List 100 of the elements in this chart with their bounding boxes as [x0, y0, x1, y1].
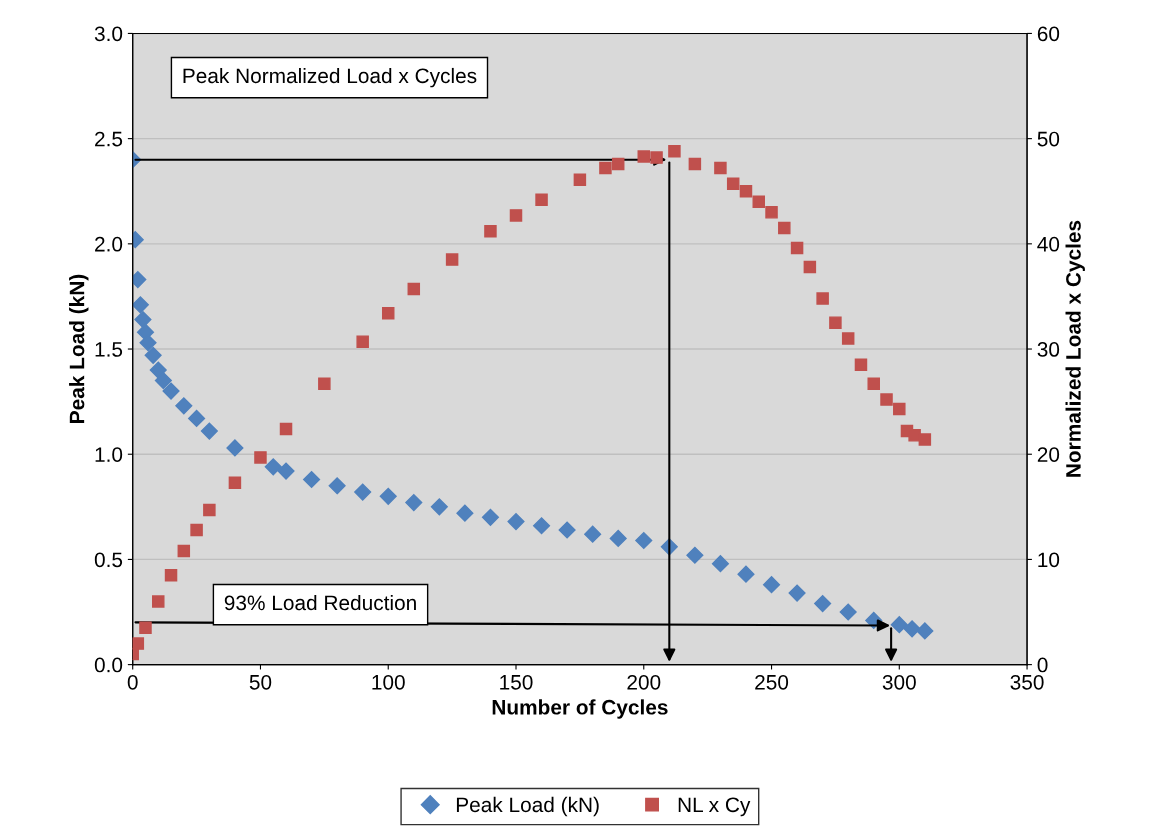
point: [407, 282, 421, 296]
y2-axis-title: Normalized Load x Cycles: [1065, 220, 1085, 477]
point: [507, 513, 525, 531]
point: [737, 565, 755, 583]
point: [481, 508, 500, 526]
y-axis-title: Peak Load (kN): [69, 274, 89, 423]
point: [916, 622, 934, 640]
point: [814, 595, 832, 613]
point: [456, 504, 474, 522]
point: [609, 529, 627, 547]
y-tick-label: 0.5: [94, 552, 123, 568]
point: [430, 498, 448, 516]
point: [162, 382, 180, 400]
point: [139, 621, 152, 635]
point: [778, 221, 791, 235]
point: [134, 311, 152, 329]
point: [203, 503, 216, 517]
point: [893, 402, 906, 416]
point: [164, 568, 178, 582]
point: [264, 458, 282, 476]
point: [228, 476, 242, 489]
y2-tick-label: 40: [1037, 236, 1060, 252]
point: [839, 603, 857, 621]
point: [190, 523, 203, 537]
x-tick-label: 300: [882, 674, 916, 690]
point: [152, 595, 165, 608]
point: [584, 525, 602, 543]
point: [908, 429, 921, 442]
point: [880, 393, 893, 406]
y2-tick-label: 10: [1038, 552, 1060, 568]
point: [356, 335, 369, 348]
point: [635, 531, 653, 550]
point: [637, 150, 651, 163]
y2-tick-label: 50: [1037, 131, 1060, 147]
point: [144, 346, 162, 364]
point: [254, 451, 267, 464]
y2-tick-label: 30: [1037, 342, 1060, 357]
point: [139, 334, 157, 352]
point: [200, 422, 218, 440]
point: [829, 316, 842, 329]
point: [867, 377, 880, 390]
point: [405, 494, 423, 512]
point: [132, 637, 145, 650]
point: [803, 260, 817, 274]
annotation: 93% Load Reduction: [224, 594, 416, 611]
point: [558, 521, 576, 539]
point: [279, 422, 293, 436]
point: [739, 184, 753, 198]
point: [714, 161, 727, 175]
point: [841, 332, 855, 345]
point: [132, 296, 149, 314]
point: [903, 620, 921, 638]
y2-tick-label: 20: [1037, 447, 1060, 462]
x-tick-label: 200: [627, 674, 661, 690]
y-tick-label: 1.0: [95, 447, 123, 462]
point: [509, 209, 523, 222]
point: [726, 177, 740, 191]
x-tick-label: 100: [372, 674, 405, 690]
point: [226, 439, 244, 457]
point: [188, 409, 206, 428]
point: [765, 206, 778, 219]
point: [328, 477, 346, 495]
point: [175, 397, 193, 415]
point: [533, 517, 551, 535]
point: [445, 253, 459, 266]
point: [611, 157, 625, 171]
point: [149, 361, 167, 379]
point: [573, 173, 587, 186]
point: [788, 584, 806, 602]
point: [752, 195, 766, 209]
legend-label: NL x Cy: [678, 797, 751, 817]
point: [303, 470, 321, 489]
point: [318, 377, 331, 390]
legend-label: Peak Load (kN): [456, 796, 599, 817]
y-tick-label: 3.0: [94, 26, 123, 42]
y-tick-label: 2.0: [95, 236, 123, 252]
point: [177, 544, 191, 558]
point: [154, 372, 172, 390]
annotation: Peak Normalized Load x Cycles: [183, 67, 477, 88]
x-tick-label: 0: [127, 674, 138, 690]
point: [277, 462, 295, 480]
point: [668, 145, 681, 158]
x-axis-title: Number of Cycles: [492, 699, 668, 719]
point: [918, 433, 932, 446]
y-tick-label: 2.5: [95, 131, 123, 147]
point: [711, 555, 729, 573]
point: [790, 241, 804, 255]
x-tick-label: 50: [249, 674, 272, 690]
x-tick-label: 350: [1010, 674, 1044, 690]
point: [890, 616, 908, 634]
y2-tick-label: 60: [1037, 26, 1060, 42]
x-tick-label: 150: [500, 674, 533, 690]
y2-tick-label: 0: [1037, 657, 1048, 673]
point: [854, 358, 868, 372]
point: [381, 307, 395, 320]
point: [484, 224, 497, 238]
point: [686, 546, 704, 564]
y-tick-label: 1.5: [95, 342, 123, 357]
point: [599, 161, 612, 175]
point: [762, 576, 781, 594]
